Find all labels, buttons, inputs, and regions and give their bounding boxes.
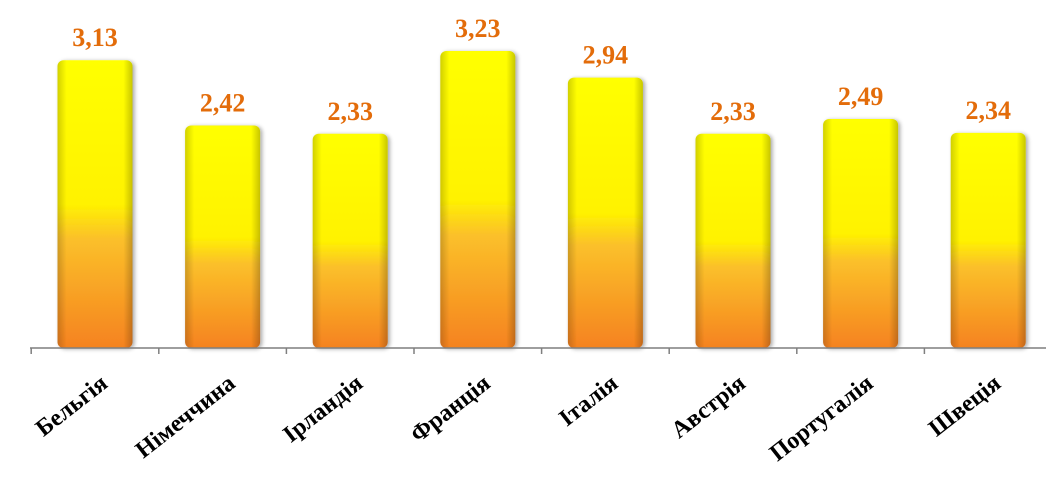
category-label: Бельгія (31, 370, 113, 442)
value-label: 3,23 (455, 14, 501, 43)
bars-group (57, 51, 1026, 349)
bar (695, 133, 771, 348)
bar (440, 51, 516, 348)
value-label: 2,42 (200, 88, 246, 117)
bar (185, 125, 261, 348)
bar-shade (57, 60, 133, 349)
bar (57, 60, 133, 349)
category-label: Ірландія (278, 370, 367, 448)
value-label: 2,94 (583, 41, 629, 70)
x-axis (30, 347, 1046, 354)
bar (950, 132, 1026, 348)
category-label: Італія (554, 370, 623, 432)
category-labels-group: Бельгія Німеччина Ірландія Франція Італія Авс… (31, 370, 1006, 466)
bar-shade (185, 125, 261, 348)
value-label: 2,49 (838, 82, 884, 111)
value-label: 2,33 (710, 97, 756, 126)
bar-shade (312, 133, 388, 348)
bar-shade (567, 77, 643, 348)
bar-shade (695, 133, 771, 348)
value-labels-group: 3,13 2,42 2,33 3,23 2,94 2,33 2,49 2,34 (72, 14, 1011, 126)
category-label: Португалія (765, 370, 878, 466)
bar (823, 119, 899, 349)
bar-shade (823, 119, 899, 349)
category-label: Франція (406, 370, 496, 448)
category-label: Німеччина (131, 370, 240, 463)
bar (567, 77, 643, 348)
bar-shade (440, 51, 516, 348)
bar-shade (950, 132, 1026, 348)
bar (312, 133, 388, 348)
value-label: 3,13 (72, 23, 118, 52)
value-label: 2,33 (327, 97, 373, 126)
category-label: Австрія (667, 370, 751, 444)
value-label: 2,34 (965, 96, 1011, 125)
category-label: Швеція (924, 370, 1006, 442)
